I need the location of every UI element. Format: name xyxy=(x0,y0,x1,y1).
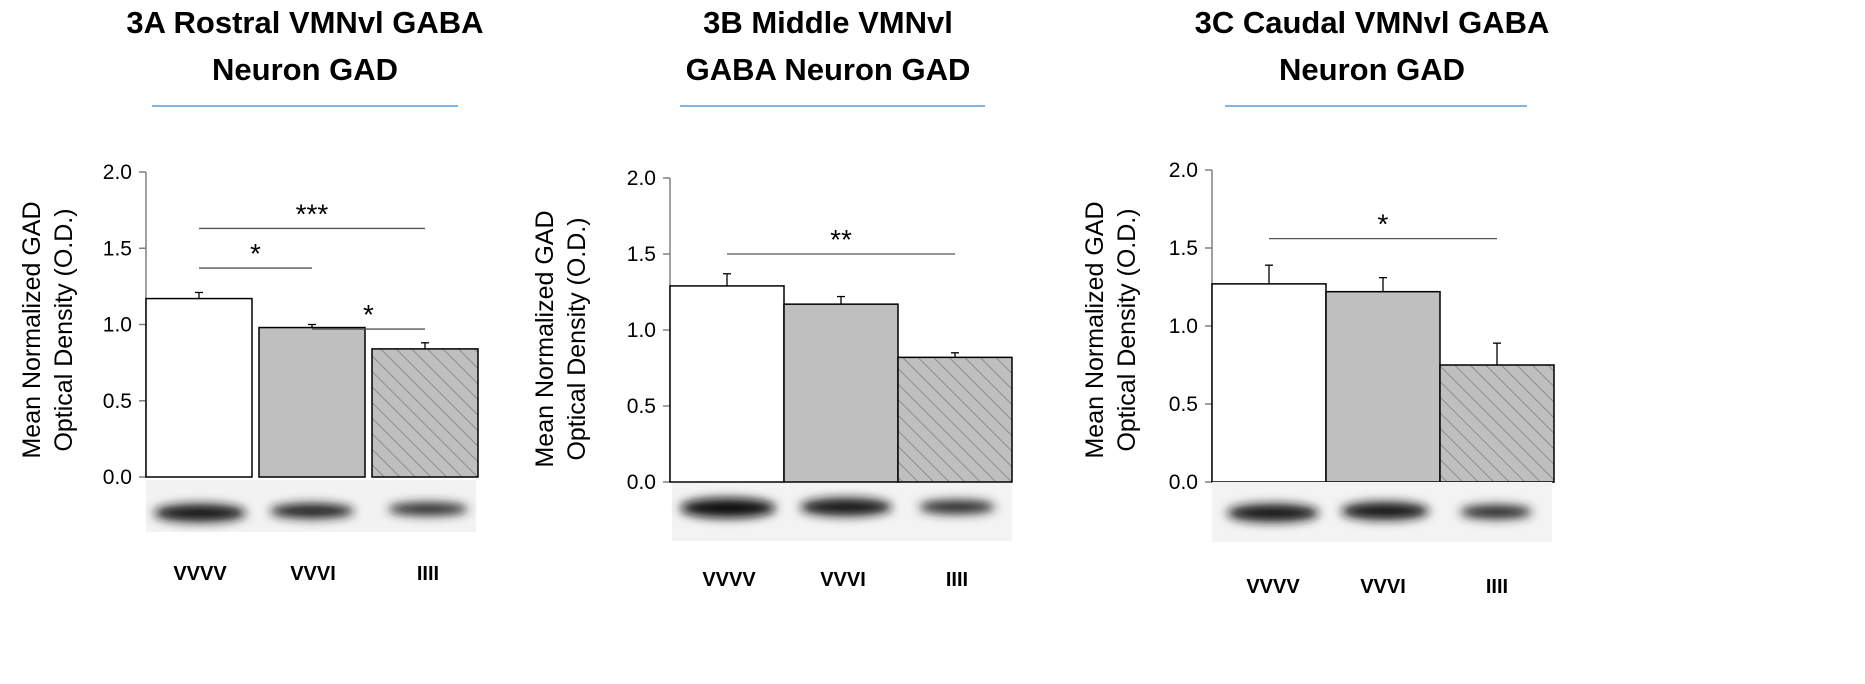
panel-b-blot-band xyxy=(680,498,776,518)
panel-c-bar-vvvv xyxy=(1211,283,1327,483)
panel-c-blot-band xyxy=(1341,502,1429,520)
panel-a-plot: 0.00.51.01.52.0***** xyxy=(103,161,479,489)
panel-a-y-tick-label: 1.0 xyxy=(103,314,132,337)
panel-a-significance-label: * xyxy=(363,299,374,330)
panel-c-y-tick-label: 0.5 xyxy=(1169,393,1198,416)
panel-a-bar-iiii xyxy=(371,348,479,478)
panel-b-y-tick-label: 1.5 xyxy=(627,243,656,266)
panel-b-ylabel-line1: Mean Normalized GAD xyxy=(531,210,559,467)
panel-b-blot-image xyxy=(672,483,1012,541)
panel-a-ylabel-line2: Optical Density (O.D.) xyxy=(50,208,78,451)
panel-b-title-line1: 3B Middle VMNvl xyxy=(703,5,953,40)
panel-a-title-line1: 3A Rostral VMNvl GABA xyxy=(126,5,483,40)
panel-c-plot: 0.0 0.5 1.0 1.5 2.0 * xyxy=(1169,159,1555,494)
panel-b-bar-vvvv xyxy=(669,285,785,483)
panel-a-ylabel: Mean Normalized GAD Optical Density (O.D… xyxy=(18,201,78,458)
panel-c-blot-bands xyxy=(1227,502,1532,522)
panel-c-bar-iiii xyxy=(1439,364,1555,483)
panel-a-significance-label: *** xyxy=(296,198,329,229)
panel-c-significance-label: * xyxy=(1378,209,1389,240)
panel-c-title-line2: Neuron GAD xyxy=(1279,52,1465,87)
panel-b-bar-vvvi xyxy=(783,303,899,483)
panel-b-blot-bands xyxy=(680,498,995,518)
panel-a-blot-bands xyxy=(154,502,468,522)
panel-b-y-tick-label: 1.0 xyxy=(627,319,656,342)
panel-a-blot-band xyxy=(154,504,246,522)
panel-b-plot: 0.0 0.5 1.0 1.5 2.0 ** xyxy=(627,167,1013,494)
panel-c-title-line1: 3C Caudal VMNvl GABA xyxy=(1195,5,1550,40)
panel-b-title-line2: GABA Neuron GAD xyxy=(686,52,971,87)
panel-a-y-tick-label: 1.5 xyxy=(103,237,132,260)
panel-c-blot-band xyxy=(1227,504,1319,522)
panel-b-ylabel-line2: Optical Density (O.D.) xyxy=(563,217,591,460)
panel-c-ylabel: Mean Normalized GAD Optical Density (O.D… xyxy=(1081,201,1141,458)
panel-b-group-label: IIII xyxy=(946,569,968,591)
panel-b-blot-band xyxy=(919,500,995,514)
panel-b-significance-label: ** xyxy=(830,224,852,255)
panel-c-blot-band xyxy=(1460,505,1532,519)
panel-b-y-tick-label: 0.0 xyxy=(627,471,656,494)
panel-a-blot-band xyxy=(388,502,468,516)
panel-a-ylabel-line1: Mean Normalized GAD xyxy=(18,201,46,458)
panel-a-y-tick-label: 2.0 xyxy=(103,161,132,184)
panel-a-bar-vvvi xyxy=(258,326,366,478)
panel-b-y-tick-label: 2.0 xyxy=(627,167,656,190)
panel-c-y-tick-label: 1.0 xyxy=(1169,315,1198,338)
panel-a-blot-image xyxy=(146,480,476,532)
panel-a-significance-label: * xyxy=(250,238,261,269)
panel-c-ylabel-line2: Optical Density (O.D.) xyxy=(1113,208,1141,451)
panel-a-group-label: VVVI xyxy=(290,563,336,585)
panel-c-group-label: VVVI xyxy=(1360,576,1406,598)
panel-a-group-label: IIII xyxy=(417,563,439,585)
panel-b-bar-iiii xyxy=(897,356,1013,483)
panel-c-group-label: VVVV xyxy=(1246,576,1300,598)
panel-b-y-tick-label: 0.5 xyxy=(627,395,656,418)
panel-a-y-tick-label: 0.5 xyxy=(103,390,132,413)
panel-c-group-label: IIII xyxy=(1486,576,1508,598)
panel-c-ylabel-line1: Mean Normalized GAD xyxy=(1081,201,1109,458)
panel-b: 3B Middle VMNvl GABA Neuron GAD Mean Nor… xyxy=(531,5,1013,591)
panel-a: 3A Rostral VMNvl GABA Neuron GAD Mean No… xyxy=(18,5,484,585)
panel-a-title-line2: Neuron GAD xyxy=(212,52,398,87)
panel-c-bar-vvvi xyxy=(1325,290,1441,483)
panel-b-group-label: VVVI xyxy=(820,569,866,591)
panel-c-blot-image xyxy=(1212,482,1552,542)
panel-a-blot-band xyxy=(270,503,354,519)
panel-b-blot-band xyxy=(800,498,892,516)
panel-c: 3C Caudal VMNvl GABA Neuron GAD Mean Nor… xyxy=(1081,5,1555,598)
panel-c-y-tick-label: 2.0 xyxy=(1169,159,1198,182)
panel-a-y-tick-label: 0.0 xyxy=(103,466,132,489)
panel-a-group-label: VVVV xyxy=(173,563,227,585)
panel-b-ylabel: Mean Normalized GAD Optical Density (O.D… xyxy=(531,210,591,467)
panel-a-bar-vvvv xyxy=(145,297,253,478)
panel-c-y-tick-label: 0.0 xyxy=(1169,471,1198,494)
panel-c-y-tick-label: 1.5 xyxy=(1169,237,1198,260)
panel-b-group-label: VVVV xyxy=(702,569,756,591)
